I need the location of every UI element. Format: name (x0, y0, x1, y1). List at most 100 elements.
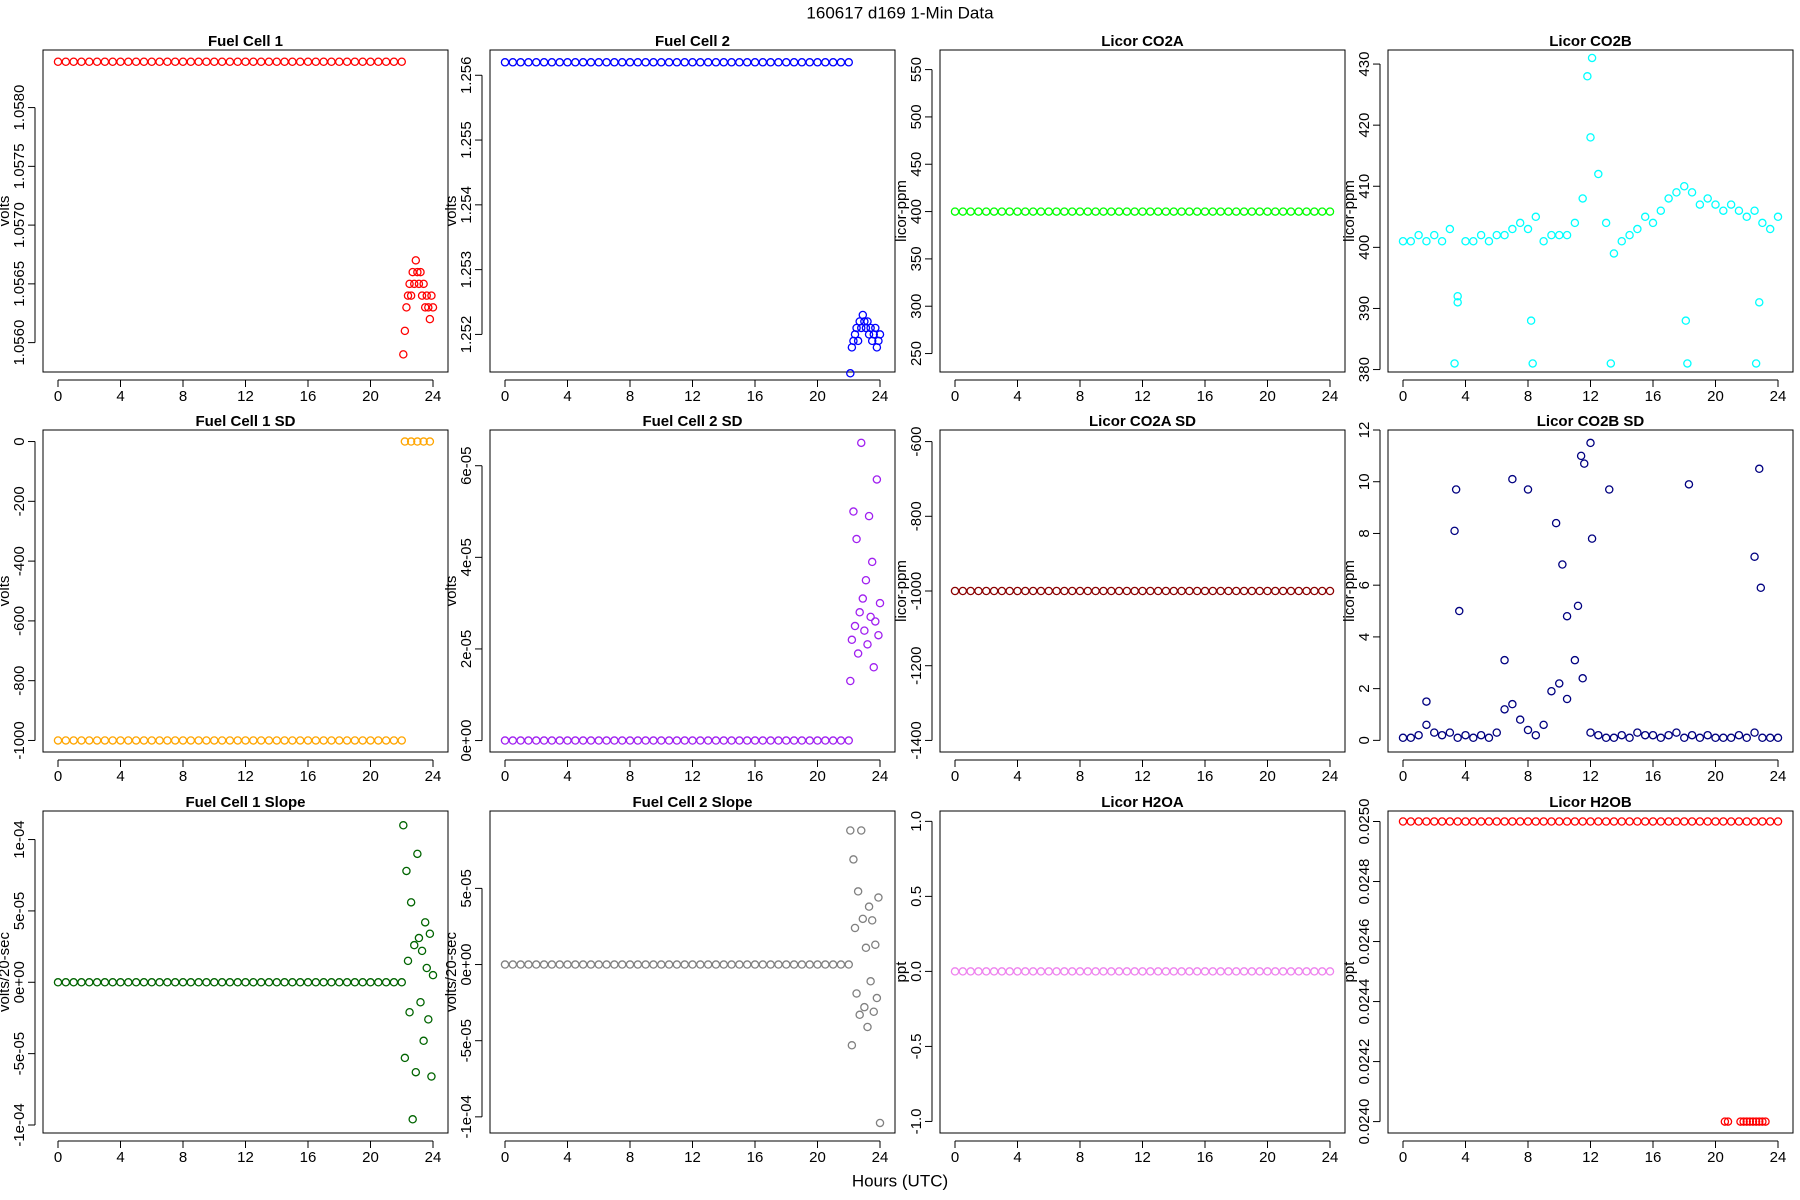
point (409, 940, 419, 950)
point (1508, 699, 1517, 709)
point (1430, 230, 1439, 240)
point (855, 608, 864, 617)
y-tick-label: -600 (908, 427, 925, 457)
point (1500, 230, 1509, 240)
x-tick-label: 8 (1524, 768, 1532, 785)
point (1742, 212, 1752, 222)
y-axis-label: ppt (1341, 961, 1358, 983)
x-tick-label: 8 (1076, 768, 1084, 785)
point (1531, 212, 1541, 222)
x-tick-label: 8 (626, 1149, 634, 1166)
point (1515, 715, 1525, 724)
x-tick-label: 4 (1013, 768, 1021, 785)
point (1558, 560, 1567, 569)
point (1680, 733, 1689, 743)
point (1648, 730, 1658, 740)
x-tick-label: 4 (1461, 1149, 1469, 1166)
point (852, 534, 861, 544)
point (413, 437, 422, 446)
plot-frame (489, 49, 896, 373)
x-tick-label: 0 (1399, 1149, 1407, 1166)
y-tick-label: 0.0248 (1356, 859, 1373, 905)
panel: Licor CO2B 0 4 8 12 16 20 24 380 390 400 410 420 430 l… (1341, 33, 1794, 405)
point (850, 923, 860, 933)
y-tick-label: 430 (1356, 52, 1373, 77)
y-tick-label: 0 (11, 437, 28, 445)
point (397, 736, 406, 745)
point (1461, 730, 1470, 740)
x-tick-label: 0 (54, 388, 62, 405)
x-tick-label: 12 (1134, 768, 1151, 785)
point (1453, 733, 1462, 743)
x-axis-label: Hours (UTC) (852, 1171, 948, 1190)
point (1586, 133, 1595, 142)
y-tick-label: 500 (908, 104, 925, 129)
point (1515, 218, 1525, 228)
x-tick-label: 20 (1707, 768, 1724, 785)
y-tick-label: 10 (1356, 473, 1373, 490)
point (869, 663, 879, 672)
y-tick-label: 0.0246 (1356, 919, 1373, 965)
point (1325, 586, 1335, 596)
point (405, 279, 414, 289)
point (860, 626, 869, 635)
point (853, 649, 863, 658)
point (413, 267, 422, 277)
point (411, 256, 421, 265)
point (1750, 552, 1759, 561)
point (1736, 1117, 1745, 1126)
x-tick-label: 0 (1399, 768, 1407, 785)
y-tick-label: -1400 (908, 721, 925, 759)
point (416, 267, 425, 277)
point (1758, 1117, 1767, 1126)
point (1437, 730, 1447, 740)
point (1578, 674, 1587, 683)
y-tick-label: 1.256 (458, 56, 475, 94)
point (1734, 206, 1744, 215)
point (867, 557, 877, 567)
y-axis-label: volts/20-sec (0, 931, 13, 1012)
point (1703, 730, 1712, 740)
x-tick-label: 4 (563, 1149, 571, 1166)
x-tick-label: 20 (1707, 388, 1724, 405)
y-tick-label: 4e-05 (458, 538, 475, 576)
x-tick-label: 20 (809, 768, 826, 785)
point (1445, 224, 1455, 234)
point (405, 1008, 414, 1017)
point (409, 279, 419, 289)
point (1755, 1117, 1764, 1126)
point (1508, 224, 1517, 234)
point (402, 303, 411, 312)
panel-title: Licor CO2B SD (1537, 413, 1645, 430)
point (1451, 485, 1461, 494)
x-tick-label: 0 (54, 768, 62, 785)
point (411, 1067, 421, 1077)
point (1773, 817, 1783, 826)
y-axis-label: volts (0, 196, 13, 227)
x-tick-label: 12 (1134, 388, 1151, 405)
y-tick-label: 0.0242 (1356, 1039, 1373, 1085)
point (1492, 728, 1502, 737)
point (1681, 316, 1691, 325)
point (1570, 655, 1580, 665)
point (1695, 733, 1705, 743)
y-tick-label: 1.0560 (11, 320, 28, 366)
x-tick-label: 16 (300, 388, 317, 405)
x-tick-label: 16 (747, 768, 764, 785)
y-tick-label: 2e-05 (458, 630, 475, 668)
x-tick-label: 24 (425, 1149, 442, 1166)
panel: Fuel Cell 2 SD 0 4 8 12 16 20 24 0e+00 2e-05 4e-05… (443, 413, 896, 785)
x-tick-label: 24 (872, 1149, 889, 1166)
y-tick-label: -5e-05 (458, 1019, 475, 1062)
x-tick-label: 24 (1322, 388, 1339, 405)
point (1648, 218, 1658, 228)
point (422, 963, 431, 973)
y-tick-label: 550 (908, 57, 925, 82)
point (1756, 583, 1766, 593)
x-tick-label: 12 (1582, 1149, 1599, 1166)
point (857, 438, 866, 448)
point (1580, 459, 1589, 468)
x-tick-label: 8 (179, 388, 187, 405)
point (1555, 679, 1564, 688)
y-tick-label: 420 (1356, 113, 1373, 138)
